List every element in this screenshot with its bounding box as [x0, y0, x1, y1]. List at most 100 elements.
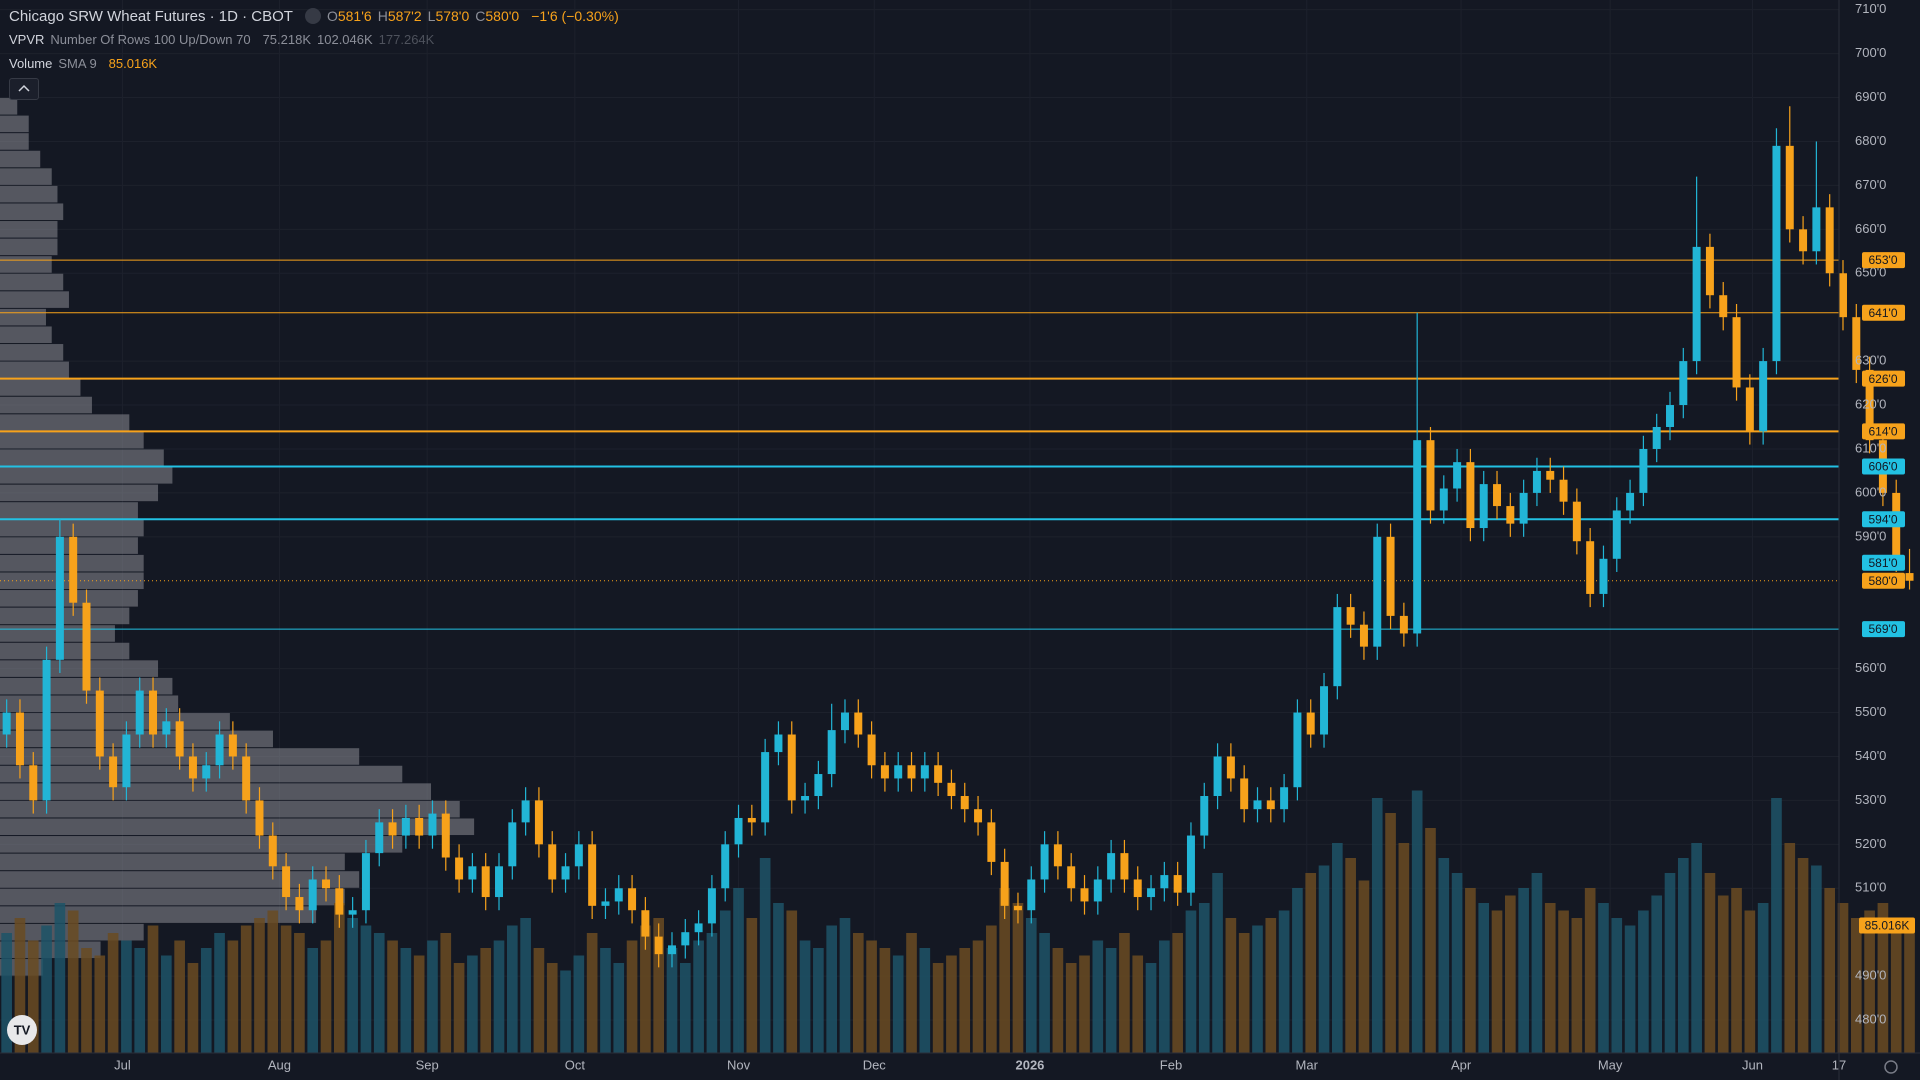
volume-profile-row [0, 906, 317, 923]
volume-profile-row [0, 484, 159, 502]
volume-bar [440, 933, 452, 1053]
volume-bar [467, 955, 478, 1053]
candle-body [228, 734, 237, 757]
candle-body [42, 659, 51, 801]
level-label: 641'0 [1869, 306, 1898, 320]
volume-profile-row [0, 379, 81, 396]
candle-body [162, 721, 171, 735]
volume-profile-row [0, 642, 130, 660]
volume-bar [693, 940, 704, 1053]
volume-bar [1, 933, 12, 1053]
volume-profile-row [0, 467, 173, 484]
volume-bar [161, 955, 172, 1053]
volume-bar [706, 933, 718, 1053]
candle-body [1373, 536, 1382, 647]
volume-bar [506, 925, 518, 1053]
volume-profile-row [0, 273, 64, 291]
volume-bar [1904, 925, 1915, 1053]
candle-body [907, 765, 916, 779]
candle-body [441, 813, 450, 858]
settings-icon[interactable] [1884, 1060, 1898, 1074]
volume-profile-row [0, 607, 130, 625]
volume-profile-row [0, 765, 403, 783]
candle-body [694, 923, 703, 933]
volume-bar [1757, 903, 1769, 1053]
volume-bar [813, 948, 824, 1053]
level-label: 580'0 [1869, 574, 1898, 588]
volume-profile-row [0, 185, 58, 203]
volume-bar [1079, 955, 1090, 1053]
candle-body [495, 866, 503, 898]
volume-bar [1438, 858, 1450, 1053]
level-label-box [1862, 511, 1905, 528]
candle-body [1639, 448, 1648, 493]
candle-body [628, 888, 637, 911]
volume-bar [959, 948, 971, 1053]
volume-bar [1504, 895, 1516, 1053]
volume-bar [1012, 903, 1024, 1053]
logo[interactable] [7, 1015, 37, 1045]
y-tick-label: 530'0 [1855, 792, 1886, 807]
candle-body [801, 796, 810, 801]
volume-bar [1238, 933, 1250, 1053]
volume-profile-row [0, 168, 52, 185]
candle-body [348, 910, 357, 915]
volume-bar [267, 910, 279, 1053]
candle-body [774, 734, 783, 753]
level-label: 626'0 [1869, 372, 1898, 386]
candle-body [854, 712, 863, 735]
candle-body [1413, 440, 1422, 634]
volume-profile-row [0, 150, 41, 168]
volume-bar [227, 940, 239, 1053]
candle-body [375, 822, 384, 854]
volume-bar [493, 940, 505, 1053]
candle-body [880, 765, 889, 779]
candle-body [1013, 905, 1022, 911]
candle-body [1040, 844, 1049, 880]
candle-body [1280, 787, 1289, 810]
volume-profile-row [0, 537, 138, 554]
volume-bar [1651, 895, 1663, 1053]
volume-indicator: SMA 9 [58, 56, 97, 71]
vpvr-legend: VPVR Number Of Rows 100 Up/Down 70 75.218K… [9, 32, 440, 47]
candle-body [747, 817, 756, 823]
volume-bar [986, 925, 997, 1053]
x-tick-label: Nov [727, 1057, 751, 1072]
candle-body [135, 690, 144, 735]
y-tick-label: 670'0 [1855, 177, 1886, 192]
status-icon[interactable] [304, 8, 321, 24]
volume-profile-row [0, 800, 460, 818]
volume-bar [600, 948, 611, 1053]
candle-body [1546, 470, 1555, 480]
volume-profile-row [0, 308, 46, 326]
collapse-button[interactable] [9, 78, 39, 100]
x-tick-label: Aug [268, 1057, 291, 1072]
volume-bar [932, 963, 944, 1053]
volume-profile-row [0, 203, 64, 221]
volume-profile-row [0, 344, 64, 361]
volume-bar [1252, 925, 1263, 1053]
volume-bar [586, 933, 598, 1053]
volume-value: 85.016K [108, 56, 158, 71]
candle-body [1320, 686, 1329, 735]
volume-bar [214, 933, 225, 1053]
volume-bar [759, 858, 771, 1053]
ohlc-key: C [475, 8, 486, 24]
logo-mark: TV [14, 1022, 31, 1037]
x-tick-label: Feb [1160, 1057, 1182, 1072]
candle-body [1133, 879, 1142, 898]
y-tick-label: 700'0 [1855, 45, 1886, 60]
x-tick-label: Mar [1296, 1057, 1319, 1072]
candle-body [1705, 246, 1714, 296]
candle-body [681, 932, 690, 946]
candle-body [2, 712, 11, 735]
candle-body [721, 844, 730, 889]
volume-bar [879, 948, 891, 1053]
volume-bar [1811, 865, 1822, 1053]
volume-profile-row [0, 256, 52, 273]
candle-body [1027, 879, 1036, 911]
volume-bar [1544, 903, 1556, 1053]
candle-body [1905, 573, 1914, 581]
